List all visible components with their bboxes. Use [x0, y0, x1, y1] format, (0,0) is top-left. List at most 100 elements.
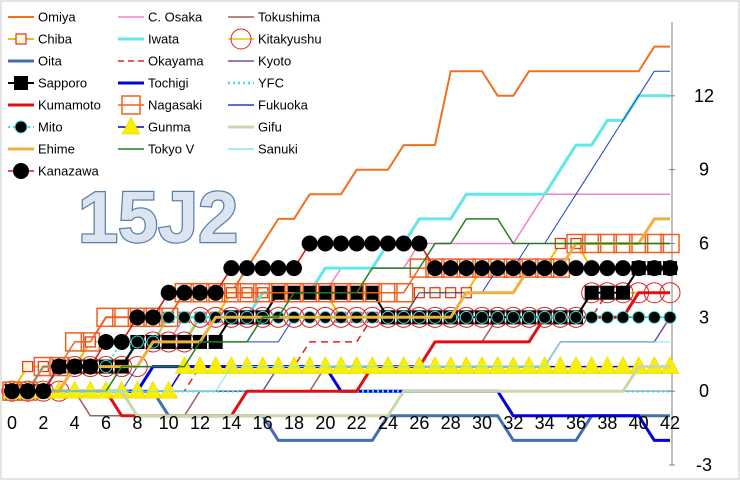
- legend-label: Kumamoto: [38, 98, 101, 113]
- point-marker: [503, 356, 523, 374]
- point-marker: [82, 358, 99, 375]
- legend-entry: Gunma: [118, 116, 191, 135]
- point-marker: [13, 163, 29, 179]
- point-marker: [206, 356, 226, 374]
- legend: Omiya C. Osaka Tokushima Chiba Iwata Kitakyus…: [8, 10, 322, 179]
- point-marker: [253, 356, 273, 374]
- point-marker: [632, 310, 646, 324]
- point-marker: [380, 235, 396, 252]
- point-marker: [644, 356, 664, 374]
- point-marker: [4, 383, 20, 400]
- point-marker: [552, 260, 569, 277]
- point-marker: [14, 76, 28, 90]
- point-marker: [535, 356, 555, 374]
- point-marker: [553, 310, 567, 324]
- point-marker: [427, 260, 443, 277]
- legend-label: Fukuoka: [258, 98, 309, 113]
- x-tick-label: 22: [347, 413, 367, 433]
- point-marker: [96, 380, 116, 399]
- y-tick-label: 12: [694, 86, 714, 106]
- point-marker: [569, 310, 583, 324]
- x-tick-label: 40: [629, 413, 649, 433]
- legend-entry: Gifu: [228, 120, 282, 135]
- point-marker: [223, 260, 240, 277]
- point-marker: [425, 356, 445, 374]
- point-marker: [160, 284, 177, 301]
- legend-entry: Mito: [8, 120, 63, 135]
- legend-entry: Sanuki: [228, 142, 298, 157]
- x-tick-label: 4: [70, 413, 80, 433]
- point-marker: [145, 309, 161, 326]
- point-marker: [521, 260, 537, 277]
- legend-label: Kyoto: [258, 54, 291, 69]
- y-tick-label: -3: [696, 455, 712, 475]
- point-marker: [442, 260, 459, 277]
- legend-label: Sanuki: [258, 142, 298, 157]
- point-marker: [362, 282, 383, 303]
- x-tick-label: 8: [132, 413, 142, 433]
- point-marker: [300, 356, 320, 374]
- point-marker: [582, 356, 602, 374]
- point-marker: [121, 116, 141, 135]
- legend-label: Omiya: [38, 10, 76, 25]
- legend-entry: YFC: [228, 76, 284, 91]
- point-marker: [22, 360, 34, 373]
- point-marker: [239, 260, 255, 277]
- point-marker: [472, 356, 492, 374]
- legend-entry: Sapporo: [8, 76, 87, 91]
- point-marker: [550, 356, 570, 374]
- y-tick-label: 6: [699, 234, 709, 254]
- point-marker: [364, 235, 381, 252]
- point-marker: [268, 282, 289, 303]
- point-marker: [96, 307, 116, 328]
- x-tick-label: 36: [566, 413, 586, 433]
- point-marker: [121, 95, 141, 115]
- point-marker: [584, 285, 599, 300]
- point-marker: [15, 33, 27, 45]
- point-marker: [615, 260, 631, 277]
- point-marker: [333, 235, 349, 252]
- point-marker: [113, 333, 130, 350]
- point-marker: [506, 310, 520, 324]
- legend-entry: Kumamoto: [8, 98, 101, 113]
- legend-label: Kitakyushu: [258, 32, 322, 47]
- legend-entry: Okayama: [118, 54, 204, 69]
- legend-entry: Fukuoka: [228, 98, 309, 113]
- point-marker: [162, 310, 176, 324]
- point-marker: [489, 260, 506, 277]
- legend-label: Sapporo: [38, 76, 87, 91]
- point-marker: [192, 284, 208, 301]
- legend-label: Tokyo V: [148, 142, 195, 157]
- point-marker: [19, 383, 36, 400]
- point-marker: [159, 380, 179, 399]
- x-tick-label: 20: [315, 413, 335, 433]
- point-marker: [221, 356, 241, 374]
- y-tick-label: 9: [699, 160, 709, 180]
- series-tokyo-v: [12, 218, 670, 392]
- point-marker: [395, 235, 412, 252]
- point-marker: [441, 356, 461, 374]
- x-tick-label: 30: [472, 413, 492, 433]
- point-marker: [80, 380, 100, 399]
- x-tick-label: 14: [221, 413, 241, 433]
- legend-label: Oita: [38, 54, 63, 69]
- y-tick-label: 0: [699, 381, 709, 401]
- legend-entry: Tokyo V: [118, 142, 195, 157]
- point-marker: [237, 282, 257, 303]
- x-tick-label: 18: [284, 413, 304, 433]
- series-sanuki: [12, 341, 670, 392]
- x-tick-label: 16: [253, 413, 273, 433]
- legend-label: Gunma: [148, 120, 191, 135]
- point-marker: [458, 260, 475, 277]
- point-marker: [207, 284, 224, 301]
- legend-entry: Chiba: [8, 32, 73, 47]
- point-marker: [646, 260, 663, 277]
- point-marker: [270, 260, 287, 277]
- legend-entry: Iwata: [118, 32, 180, 47]
- x-tick-labels: 0 2 4 6 8 10 12 14 16 18 20 22 24 26 28 30 32 34 36 38 40 42: [7, 413, 680, 433]
- x-tick-label: 32: [503, 413, 523, 433]
- point-marker: [51, 358, 67, 375]
- point-marker: [600, 285, 615, 300]
- series-line: [12, 341, 670, 392]
